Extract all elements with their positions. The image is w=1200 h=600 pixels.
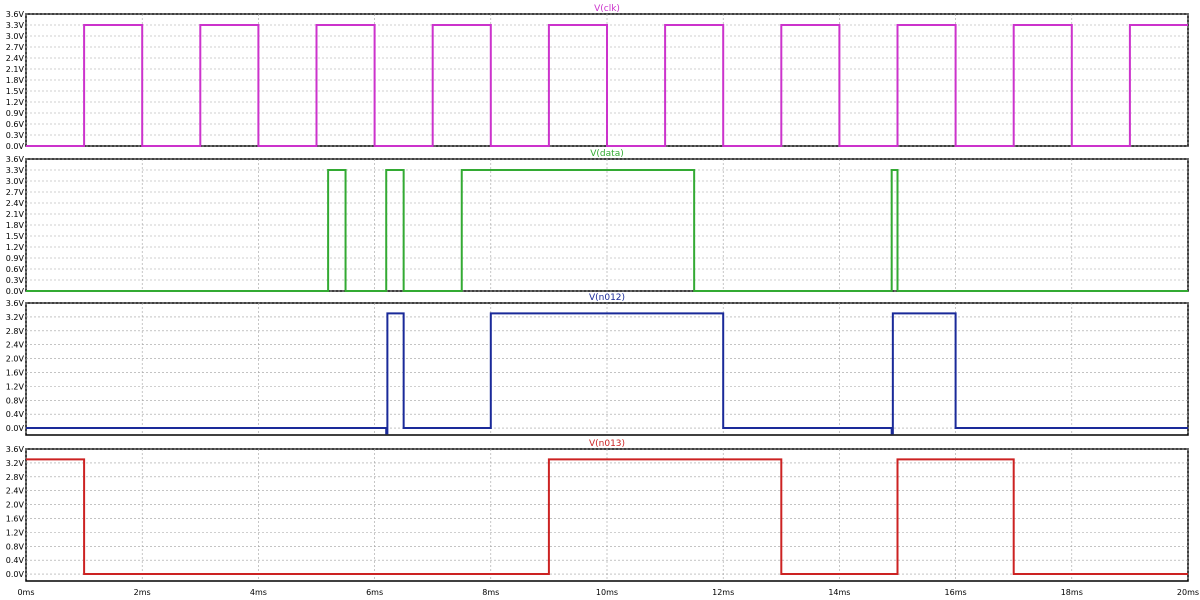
y-tick-label: 0.4V — [6, 410, 25, 419]
y-tick-label: 0.9V — [6, 254, 25, 263]
y-tick-label: 2.7V — [6, 188, 25, 197]
trace-line-0 — [26, 24, 1188, 147]
y-tick-label: 3.2V — [6, 313, 25, 322]
y-tick-label: 2.4V — [6, 199, 25, 208]
x-tick-label: 16ms — [945, 588, 967, 597]
y-tick-label: 0.6V — [6, 265, 25, 274]
y-tick-label: 1.5V — [6, 87, 25, 96]
y-tick-label: 1.2V — [6, 243, 25, 252]
y-tick-label: 3.6V — [6, 10, 25, 19]
x-tick-label: 6ms — [366, 588, 383, 597]
panel-2: V(n012) 0.0V 0.4V 0.8V 1.2V 1.6V 2.0V 2.4V 2.8V 3… — [6, 293, 1189, 436]
y-tick-label: 2.1V — [6, 210, 25, 219]
x-tick-label: 20ms — [1177, 588, 1199, 597]
y-tick-label: 2.4V — [6, 487, 25, 496]
y-tick-label: 3.6V — [6, 445, 25, 454]
y-tick-label: 3.3V — [6, 166, 25, 175]
y-tick-label: 2.4V — [6, 54, 25, 63]
y-tick-label: 0.6V — [6, 120, 25, 129]
y-tick-label: 3.3V — [6, 21, 25, 30]
y-tick-label: 0.0V — [6, 424, 25, 433]
y-tick-label: 0.0V — [6, 142, 25, 151]
panel-0: V(clk) 0.0V 0.3V 0.6V 0.9V 1.2V 1.5V 1.8V 2.1V 2.… — [6, 4, 1189, 151]
y-tick-label: 3.2V — [6, 459, 25, 468]
x-tick-label: 18ms — [1061, 588, 1083, 597]
panel-3: V(n013) 0.0V 0.4V 0.8V 1.2V 1.6V 2.0V 2.4V 2.8V 3… — [6, 439, 1189, 582]
y-tick-label: 2.4V — [6, 341, 25, 350]
y-tick-label: 0.0V — [6, 287, 25, 296]
x-tick-label: 2ms — [134, 588, 151, 597]
y-tick-label: 1.8V — [6, 221, 25, 230]
y-tick-label: 2.0V — [6, 501, 25, 510]
y-tick-label: 3.0V — [6, 177, 25, 186]
y-tick-label: 2.8V — [6, 327, 25, 336]
panel-1: V(data) 0.0V 0.3V 0.6V 0.9V 1.2V 1.5V 1.8V 2.1V 2… — [6, 149, 1189, 296]
trace-line-0 — [26, 169, 1188, 292]
x-tick-label: 8ms — [482, 588, 499, 597]
panel-title: V(n013) — [589, 439, 625, 449]
x-tick-label: 4ms — [250, 588, 267, 597]
y-tick-label: 1.8V — [6, 76, 25, 85]
x-tick-label: 14ms — [828, 588, 850, 597]
panel-title: V(n012) — [589, 293, 625, 303]
y-tick-label: 2.7V — [6, 43, 25, 52]
y-tick-label: 3.6V — [6, 299, 25, 308]
y-tick-label: 0.9V — [6, 109, 25, 118]
y-tick-label: 3.0V — [6, 32, 25, 41]
trace-line-0 — [26, 458, 1188, 576]
y-tick-label: 2.8V — [6, 473, 25, 482]
panel-title: V(clk) — [594, 4, 620, 14]
x-tick-label: 0ms — [17, 588, 34, 597]
x-tick-label: 10ms — [596, 588, 618, 597]
panel-title: V(data) — [590, 149, 623, 159]
y-tick-label: 2.1V — [6, 65, 25, 74]
y-tick-label: 1.2V — [6, 528, 25, 537]
y-tick-label: 1.2V — [6, 98, 25, 107]
y-tick-label: 0.4V — [6, 556, 25, 565]
y-tick-label: 0.3V — [6, 276, 25, 285]
y-tick-label: 0.8V — [6, 542, 25, 551]
y-tick-label: 1.6V — [6, 514, 25, 523]
trace-line-0 — [26, 312, 1188, 435]
y-tick-label: 1.6V — [6, 368, 25, 377]
y-tick-label: 3.6V — [6, 155, 25, 164]
y-tick-label: 1.5V — [6, 232, 25, 241]
y-tick-label: 2.0V — [6, 355, 25, 364]
y-tick-label: 1.2V — [6, 382, 25, 391]
y-tick-label: 0.3V — [6, 131, 25, 140]
y-tick-label: 0.8V — [6, 396, 25, 405]
x-tick-label: 12ms — [712, 588, 734, 597]
y-tick-label: 0.0V — [6, 570, 25, 579]
